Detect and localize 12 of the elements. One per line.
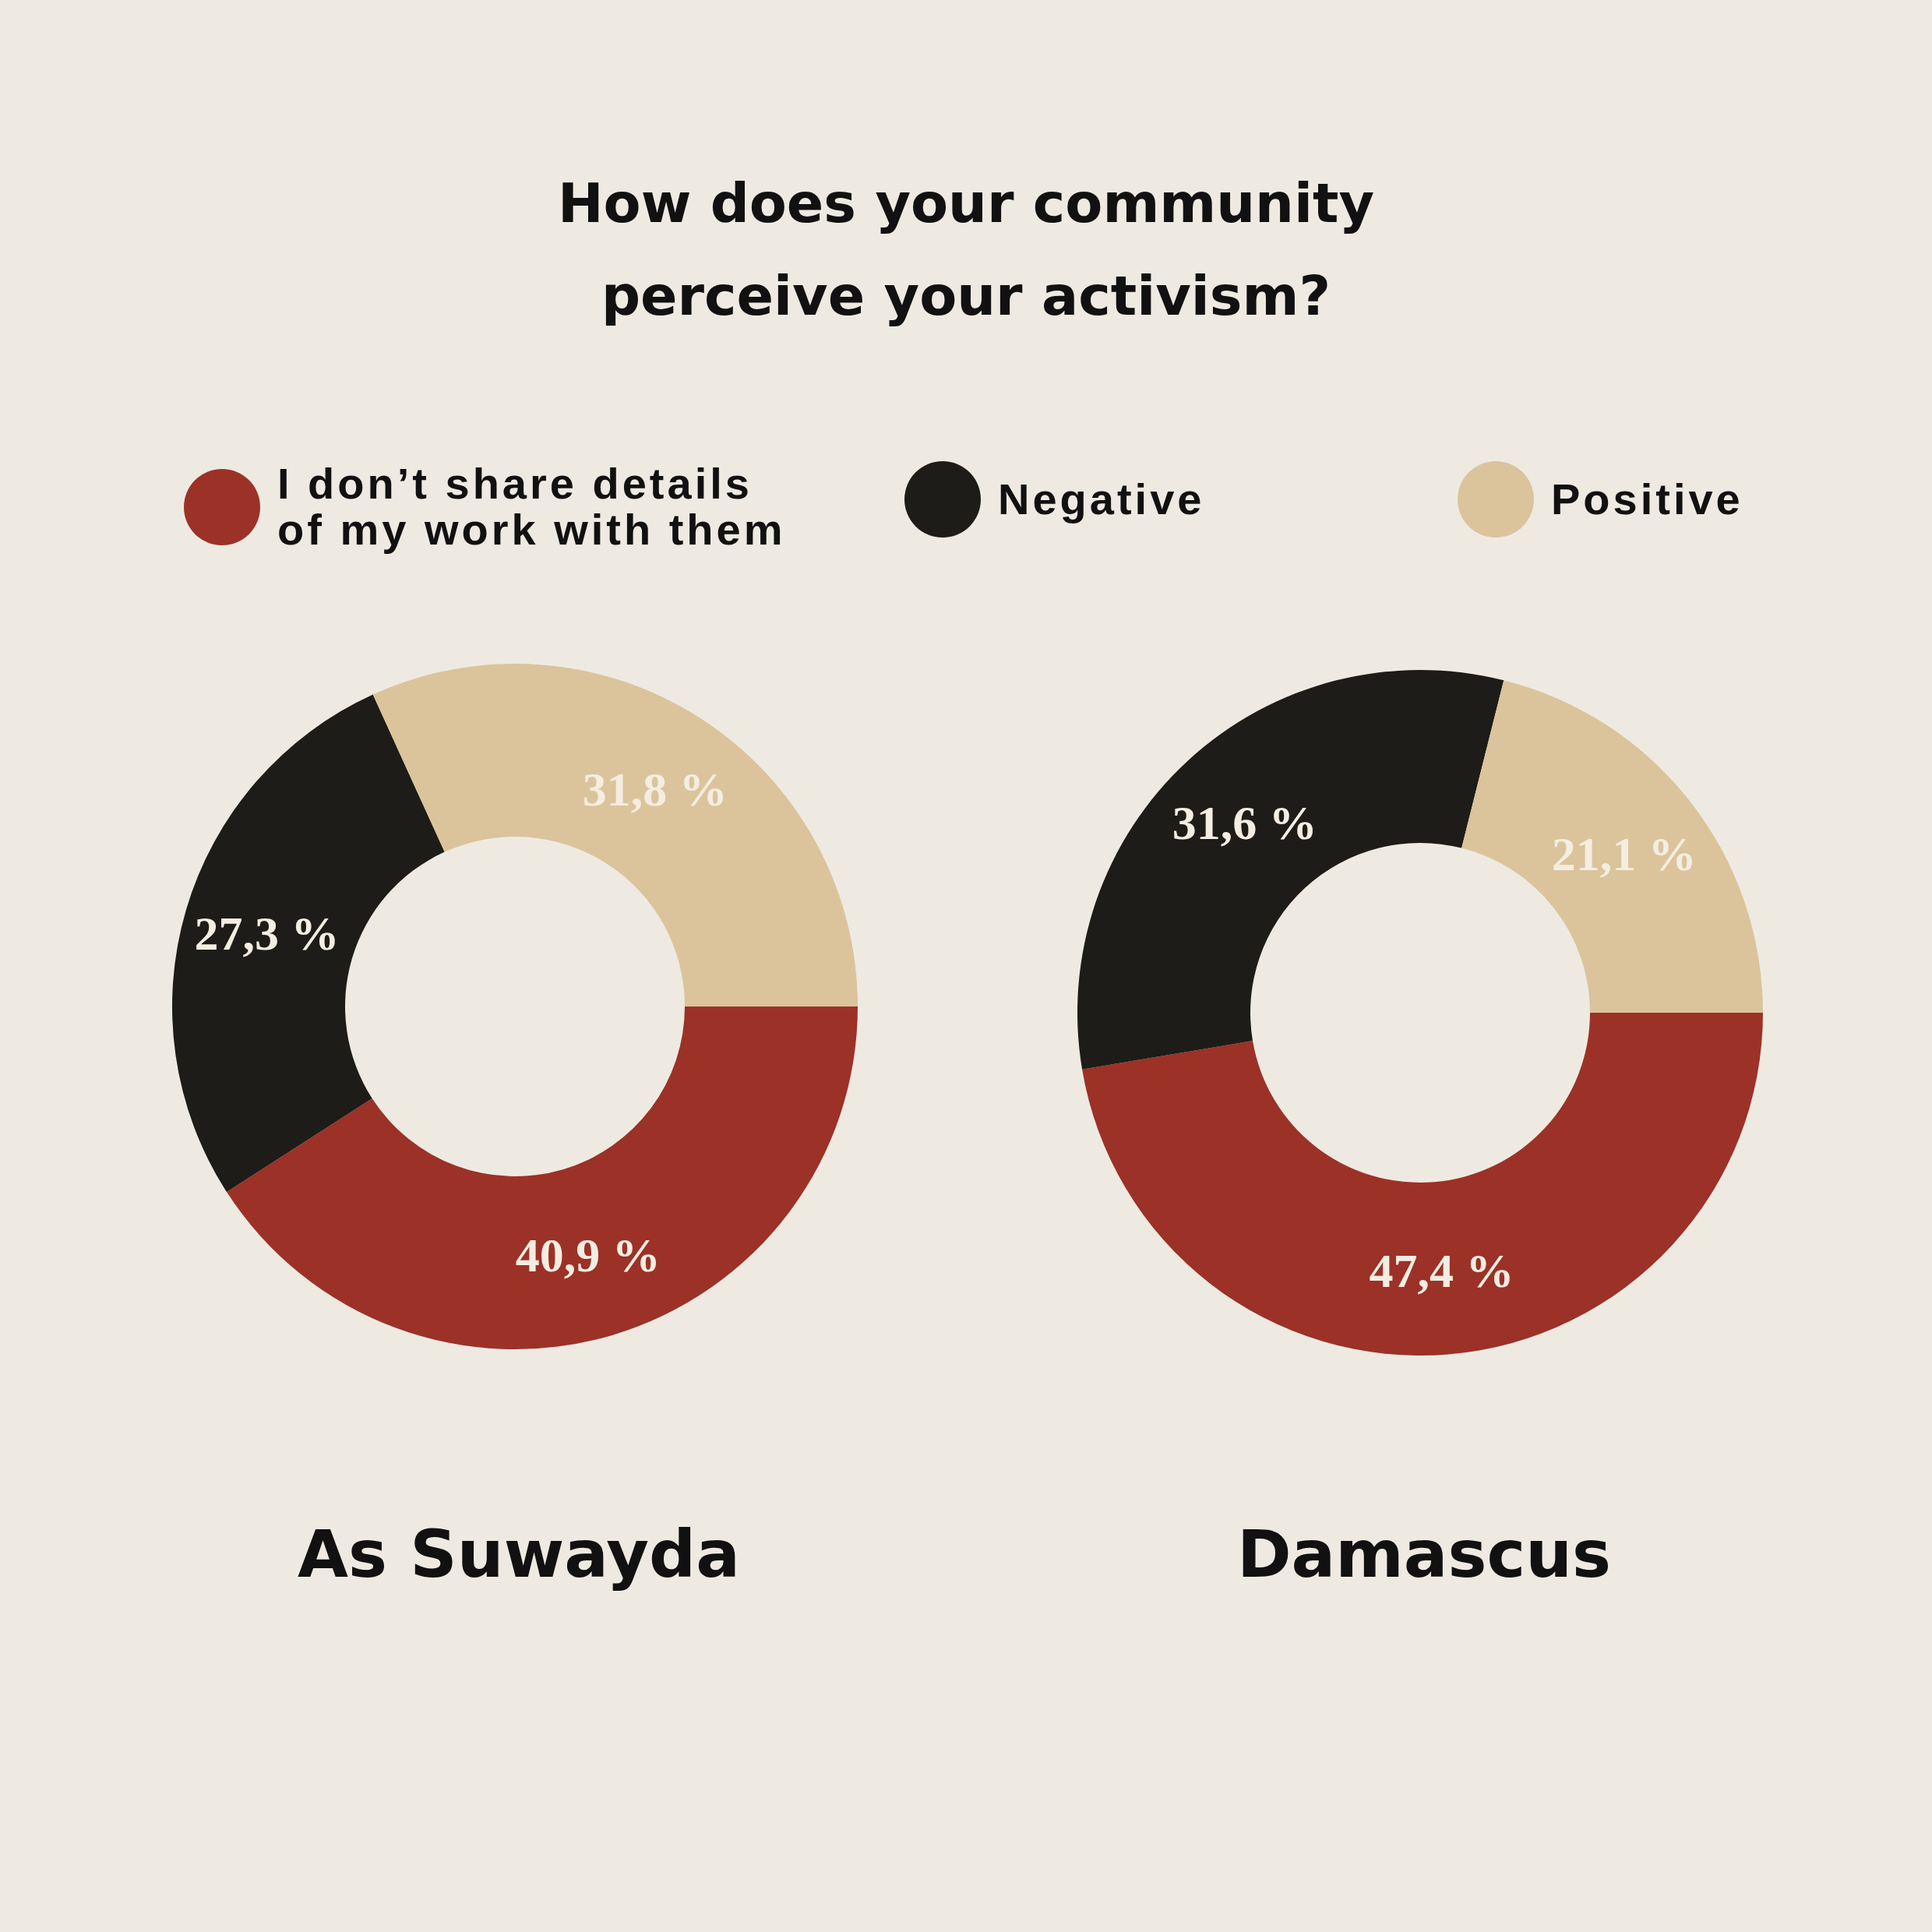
data-label: 27,3 % (194, 907, 340, 961)
chart-title: How does your community perceive your activism? (556, 171, 1376, 330)
data-label: 21,1 % (1551, 827, 1697, 880)
slice-label: Damascus (1236, 1516, 1612, 1592)
slice-label: As Suwayda (298, 1516, 740, 1592)
legend-label: Positive (1551, 474, 1743, 524)
data-label: 31,8 % (582, 762, 728, 816)
legend-label: Negative (998, 474, 1205, 524)
legend-label: I don’t share details of my work with them (277, 459, 787, 554)
data-label: 31,6 % (1172, 796, 1317, 850)
data-label: 47,4 % (1369, 1243, 1514, 1297)
data-label: 40,9 % (515, 1228, 661, 1282)
